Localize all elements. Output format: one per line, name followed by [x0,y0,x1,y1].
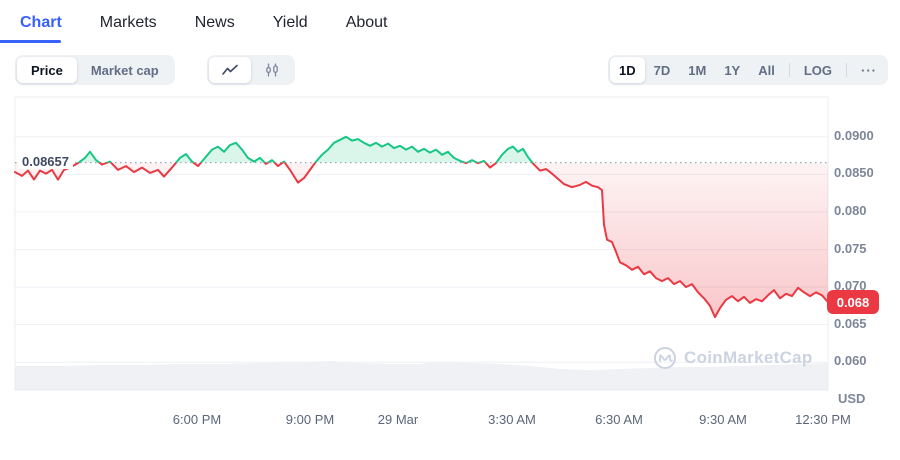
y-tick-label: 0.065 [834,315,867,331]
active-tab-underline [0,40,61,43]
price-line-up [76,135,534,163]
price-line-down [14,162,829,319]
tab-markets[interactable]: Markets [99,14,157,31]
x-tick-label: 6:30 AM [595,412,643,427]
volume-band [15,361,828,390]
watermark-label: CoinMarketCap [684,348,813,367]
line-chart-icon [222,64,238,75]
area-below-reference [15,162,828,318]
range-1d-button[interactable]: 1D [610,57,645,83]
range-1m-button[interactable]: 1M [688,62,707,78]
range-all-button[interactable]: All [758,62,775,78]
x-tick-label: 6:00 PM [172,412,222,427]
range-1y-button[interactable]: 1Y [724,62,741,78]
y-tick-label: 0.070 [834,278,867,294]
line-chart-toggle-button[interactable] [209,57,251,83]
area-above-reference [78,136,533,163]
candlestick-toggle-button[interactable] [251,57,293,83]
coinmarketcap-logo-icon [654,347,676,369]
tab-chart[interactable]: Chart [20,14,62,31]
y-tick-label: 0.080 [834,202,867,218]
nav-tabs: Chart Markets News Yield About [18,8,390,44]
x-tick-label: 29 Mar [377,412,419,427]
metric-toggle: Price Market cap [15,55,175,85]
price-toggle-button[interactable]: Price [17,57,77,83]
y-tick-label: 0.0900 [834,127,874,143]
y-tick-label: 0.075 [834,240,867,256]
tab-yield[interactable]: Yield [272,14,308,31]
range-7d-button[interactable]: 7D [653,62,671,78]
y-tick-label: 0.060 [834,353,867,369]
tab-about[interactable]: About [345,14,388,31]
currency-label: USD [838,391,866,406]
x-tick-label: 9:00 PM [285,412,335,427]
x-tick-label: 12:30 PM [795,412,851,427]
x-tick-label: 9:30 AM [699,412,747,427]
watermark: CoinMarketCap [653,346,813,370]
last-price-badge: 0.068 [827,290,879,315]
x-tick-label: 3:30 AM [488,412,536,427]
y-tick-label: 0.0850 [834,165,874,181]
candlestick-icon [266,63,278,77]
reference-price-label: 0.08657 [18,153,73,169]
range-toggle: 1D 7D 1M 1Y All LOG ··· [608,55,889,85]
market-cap-toggle-button[interactable]: Market cap [90,62,159,78]
tab-news[interactable]: News [194,14,235,31]
log-scale-button[interactable]: LOG [803,62,833,78]
chart-type-toggle [207,55,295,85]
divider [788,63,790,77]
more-options-button[interactable]: ··· [861,62,878,78]
divider [846,63,848,77]
